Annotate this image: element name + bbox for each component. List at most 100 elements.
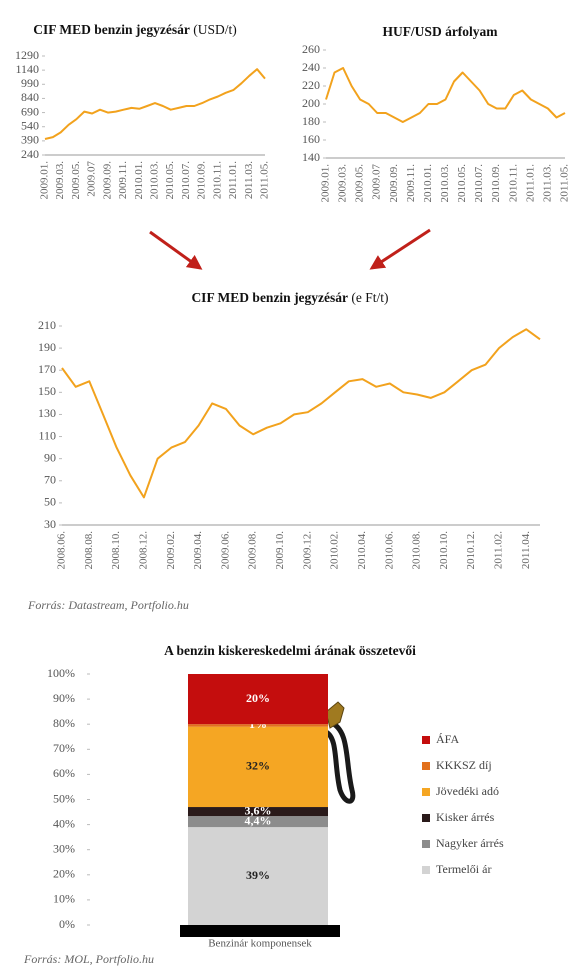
x-tick-label: 2009.11.: [117, 161, 129, 199]
data-line: [61, 328, 541, 499]
title-unit: (e Ft/t): [351, 290, 388, 305]
x-tick-label: 2009.05.: [354, 164, 366, 203]
x-tick-label: 2009.07: [86, 161, 98, 197]
value-label: 20%: [246, 691, 270, 705]
x-tick-label: 2010.02.: [329, 531, 341, 570]
legend-label: Termelői ár: [436, 862, 491, 876]
legend-label: KKKSZ díj: [436, 758, 492, 772]
x-tick-label: 2008.10.: [110, 531, 122, 570]
data-line: [44, 68, 266, 140]
chart-title: HUF/USD árfolyam: [382, 24, 498, 39]
title-text: CIF MED benzin jegyzésár: [33, 22, 190, 37]
y-tick-label: 840: [21, 90, 39, 104]
bar-segment: [188, 827, 328, 925]
y-tick-label: 160: [302, 132, 320, 146]
y-tick-label: 30: [44, 517, 56, 531]
x-tick-label: 2011.03.: [243, 161, 255, 199]
title-text: HUF/USD árfolyam: [382, 24, 498, 39]
x-tick-label: 2010.05.: [456, 164, 468, 203]
nozzle-hose: [324, 719, 356, 804]
y-tick-label: 50: [44, 495, 56, 509]
x-tick-label: 2009.05.: [70, 161, 82, 200]
chart-title: CIF MED benzin jegyzésár (e Ft/t): [191, 290, 388, 305]
x-tick-label: 2011.05.: [259, 161, 271, 199]
x-tick-label: 2009.04.: [192, 531, 204, 570]
x-tick-label: 2010.11.: [507, 164, 519, 202]
y-tick-label: 260: [302, 42, 320, 56]
legend-label: Nagyker árrés: [436, 836, 504, 850]
y-tick-label: 210: [38, 318, 56, 332]
legend-swatch: [422, 814, 430, 822]
x-tick-label: 2009.12.: [301, 531, 313, 570]
x-tick-label: 2009.06.: [219, 531, 231, 570]
x-tick-label: 2009.09.: [388, 164, 400, 203]
x-tick-label: 2010.11.: [211, 161, 223, 199]
title-text: CIF MED benzin jegyzésár: [191, 290, 348, 305]
legend-swatch: [422, 736, 430, 744]
y-tick-label: 240: [302, 60, 320, 74]
bar-segment: [188, 726, 328, 808]
x-tick-label: 2010.07.: [180, 161, 192, 200]
x-tick-label: 2009.03.: [337, 164, 349, 203]
x-tick-label: 2010.03.: [149, 161, 161, 200]
x-tick-label: 2009.02.: [165, 531, 177, 570]
x-tick-label: 2008.06.: [56, 531, 68, 570]
value-label: 39%: [246, 868, 270, 882]
y-tick-label: 240: [21, 147, 39, 161]
y-tick-label: 0%: [59, 917, 75, 931]
chart-title: CIF MED benzin jegyzésár (USD/t): [33, 22, 236, 37]
x-tick-label: 2008.12.: [137, 531, 149, 570]
x-tick-label: 2009.01.: [39, 161, 51, 200]
y-tick-label: 1290: [15, 48, 39, 62]
y-tick-label: 540: [21, 118, 39, 132]
x-tick-label: 2010.10.: [438, 531, 450, 570]
x-tick-label: 2011.04.: [520, 531, 532, 569]
y-tick-label: 100%: [47, 666, 75, 680]
y-tick-label: 10%: [53, 892, 75, 906]
data-line: [325, 67, 566, 123]
x-tick-label: 2010.12.: [465, 531, 477, 570]
x-tick-label: 2010.05.: [164, 161, 176, 200]
x-tick-label: 2010.07.: [473, 164, 485, 203]
y-tick-label: 200: [302, 96, 320, 110]
y-tick-label: 90%: [53, 691, 75, 705]
legend-swatch: [422, 866, 430, 874]
x-tick-label: 2011.05.: [559, 164, 571, 202]
x-tick-label: 2010.04.: [356, 531, 368, 570]
bar-segment: [188, 816, 328, 828]
y-tick-label: 50%: [53, 791, 75, 805]
legend-label: ÁFA: [436, 732, 459, 746]
y-tick-label: 60%: [53, 766, 75, 780]
y-tick-label: 180: [302, 114, 320, 128]
x-tick-label: 2010.01.: [133, 161, 145, 200]
y-tick-label: 220: [302, 78, 320, 92]
y-tick-label: 690: [21, 104, 39, 118]
y-tick-label: 140: [302, 150, 320, 164]
y-tick-label: 70: [44, 473, 56, 487]
y-tick-label: 110: [38, 428, 56, 442]
x-tick-label: 2009.10.: [274, 531, 286, 570]
bar-segment: [188, 724, 328, 727]
y-tick-label: 1140: [15, 62, 39, 76]
legend-swatch: [422, 762, 430, 770]
bar-segment: [188, 674, 328, 725]
x-tick-label: 2009.09.: [101, 161, 113, 200]
title-unit: (USD/t): [193, 22, 237, 37]
y-tick-label: 40%: [53, 816, 75, 830]
x-tick-label: 2011.02.: [493, 531, 505, 569]
arrow: [369, 228, 431, 270]
arrow: [149, 230, 203, 270]
x-tick-label: 2009.01.: [320, 164, 332, 203]
legend-label: Kisker árrés: [436, 810, 495, 824]
x-tick-label: 2008.08.: [83, 531, 95, 570]
chart-title: A benzin kiskereskedelmi árának összetev…: [164, 643, 416, 658]
y-tick-label: 30%: [53, 841, 75, 855]
legend-swatch: [422, 840, 430, 848]
y-tick-label: 70%: [53, 741, 75, 755]
x-tick-label: 2011.03.: [541, 164, 553, 202]
legend-label: Jövedéki adó: [436, 784, 499, 798]
title-text: A benzin kiskereskedelmi árának összetev…: [164, 643, 416, 658]
legend-swatch: [422, 788, 430, 796]
